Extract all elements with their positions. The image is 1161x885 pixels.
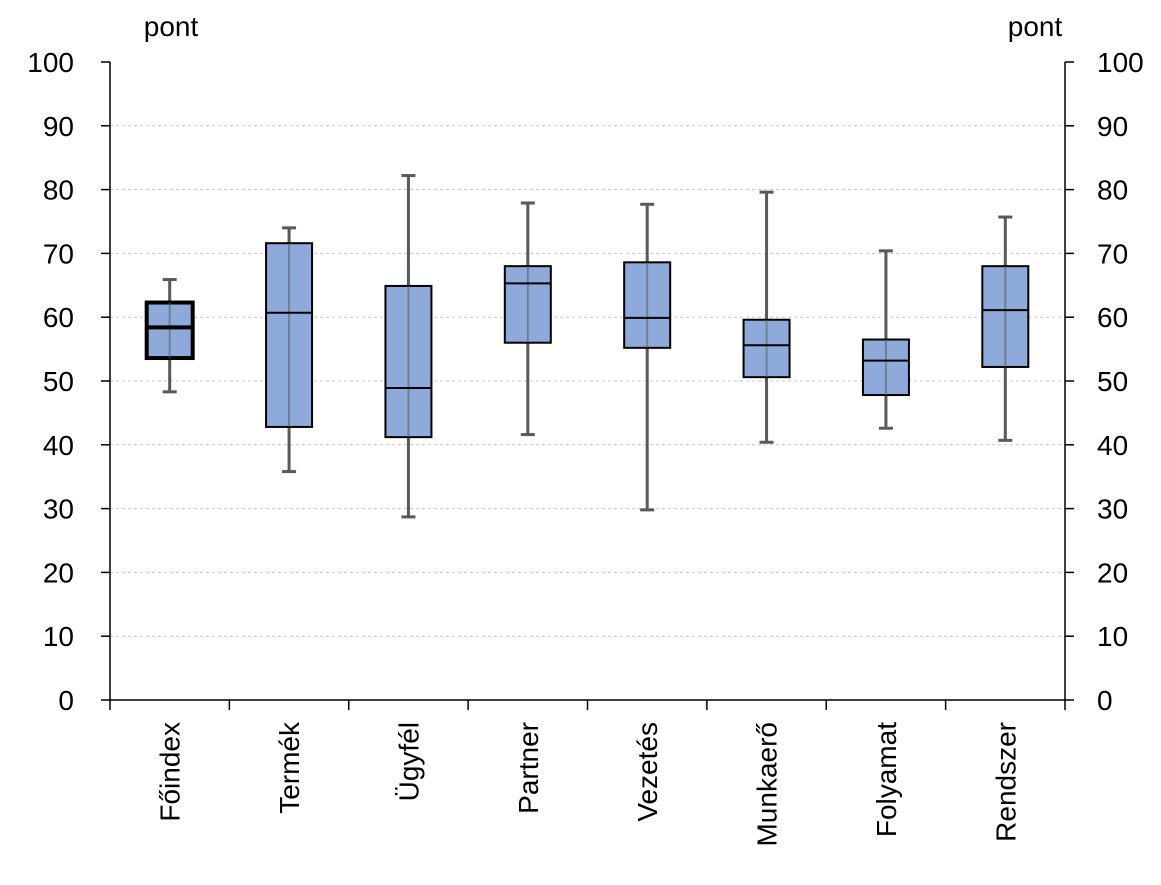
x-category-label: Folyamat xyxy=(871,722,902,837)
right-y-tick-label: 30 xyxy=(1097,494,1128,525)
left-y-tick-label: 20 xyxy=(43,557,74,588)
right-y-tick-label: 90 xyxy=(1097,111,1128,142)
left-y-tick-label: 30 xyxy=(43,494,74,525)
x-category-label: Termék xyxy=(274,721,305,814)
right-y-tick-label: 0 xyxy=(1097,685,1113,716)
left-y-tick-label: 40 xyxy=(43,430,74,461)
left-y-tick-label: 100 xyxy=(27,47,74,78)
axes xyxy=(101,61,1074,710)
labels: pont pont 0 0 10 10 20 20 30 30 40 40 50 50 60 60 70 70… xyxy=(27,11,1143,847)
x-category-label: Partner xyxy=(513,722,544,814)
grid-lines xyxy=(110,125,1065,637)
left-axis-unit-label: pont xyxy=(144,11,199,42)
left-y-tick-label: 60 xyxy=(43,302,74,333)
left-y-tick-label: 0 xyxy=(58,685,74,716)
left-y-tick-label: 90 xyxy=(43,111,74,142)
left-y-tick-label: 50 xyxy=(43,366,74,397)
boxes xyxy=(144,242,1030,439)
x-category-label: Ügyfél xyxy=(393,722,424,801)
right-y-tick-label: 20 xyxy=(1097,557,1128,588)
right-axis-unit-label: pont xyxy=(1008,11,1063,42)
left-y-tick-label: 80 xyxy=(43,175,74,206)
x-category-label: Munkaerő xyxy=(752,722,783,847)
x-category-label: Főindex xyxy=(155,722,186,822)
right-y-tick-label: 80 xyxy=(1097,175,1128,206)
left-y-tick-label: 10 xyxy=(43,621,74,652)
right-y-tick-label: 50 xyxy=(1097,366,1128,397)
right-y-tick-label: 10 xyxy=(1097,621,1128,652)
x-category-label: Vezetés xyxy=(632,722,663,822)
right-y-tick-label: 60 xyxy=(1097,302,1128,333)
x-category-label: Rendszer xyxy=(990,722,1021,842)
right-y-tick-label: 100 xyxy=(1097,47,1144,78)
right-y-tick-label: 70 xyxy=(1097,238,1128,269)
left-y-tick-label: 70 xyxy=(43,238,74,269)
right-y-tick-label: 40 xyxy=(1097,430,1128,461)
